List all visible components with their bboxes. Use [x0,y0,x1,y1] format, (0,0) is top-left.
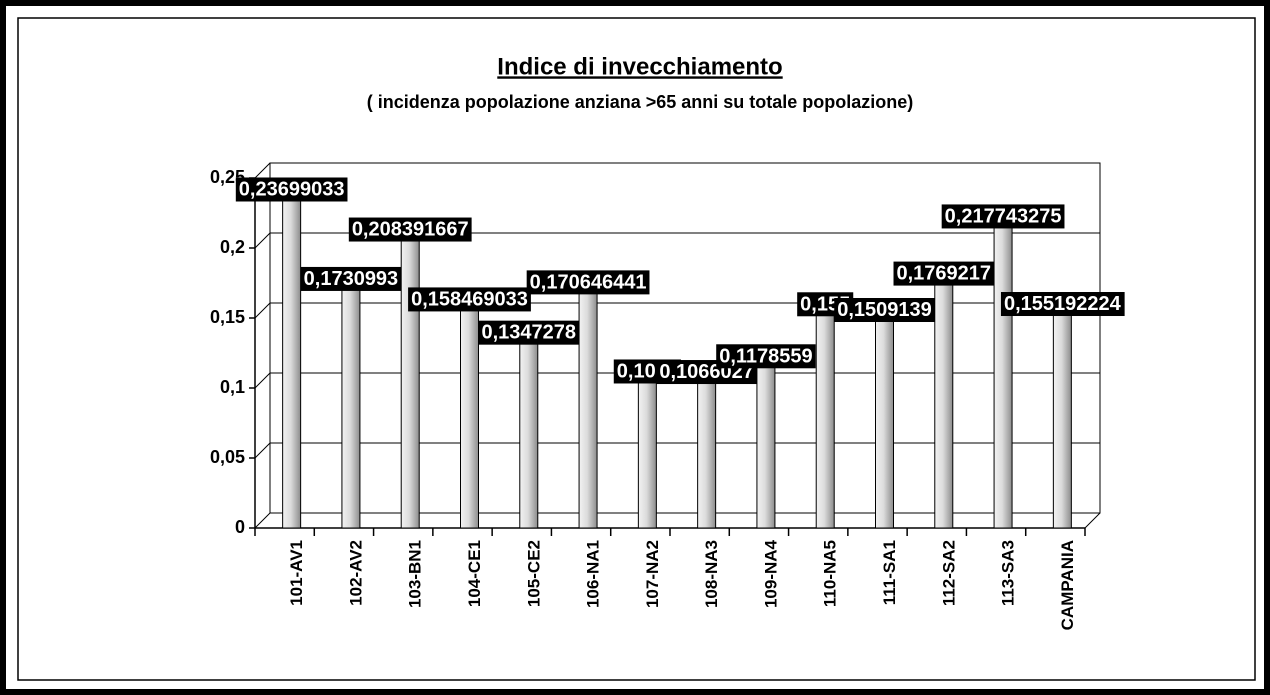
data-label: 0,1769217 [897,263,992,285]
x-tick-label: 105-CE2 [524,540,543,607]
bar [875,316,894,529]
grid-line [254,372,271,389]
x-tick-label: 107-NA2 [643,540,662,608]
y-tick-label: 0 [235,517,245,537]
data-label-box [1000,292,1125,317]
data-label: 0,217743275 [945,205,1062,227]
data-label: 0,208391667 [352,219,469,241]
x-tick-label: 104-CE1 [465,540,484,607]
x-tick-label: 112-SA2 [939,540,958,606]
bar [460,305,479,529]
data-label-box [834,298,935,323]
x-tick-label: 103-BN1 [406,540,425,608]
bar [815,310,835,529]
grid-line [254,162,271,179]
data-label: 0,23699033 [239,178,345,200]
data-label-box [478,320,580,345]
bar [697,378,717,529]
chart-title: Indice di invecchiamento [497,53,782,80]
data-label-box [716,344,816,369]
x-tick-label: 101-AV1 [287,540,306,606]
data-label-box [300,266,402,291]
bar [756,362,776,529]
y-tick-label: 0,05 [210,447,245,467]
x-tick-label: 111-SA1 [880,540,899,605]
bar [578,288,598,529]
grid-line [254,512,271,529]
y-tick-label: 0,15 [210,307,245,327]
data-label-box [348,217,472,242]
grid-line [254,232,271,249]
bar [341,285,361,529]
data-label-box [235,177,348,202]
x-tick-label: 108-NA3 [702,540,721,608]
data-label: 0,170646441 [530,271,647,293]
y-tick-label: 0,1 [220,377,245,397]
grid-line [254,302,271,319]
bar [993,222,1013,529]
bar [1052,310,1072,529]
data-label-box [408,287,531,312]
data-label: 0,1347278 [482,322,577,344]
data-label-box [941,204,1065,229]
bar [282,195,302,529]
data-label: 0,1178559 [719,345,812,367]
data-label-box [893,261,995,286]
y-tick-label: 0,2 [220,237,245,257]
x-tick-label: 106-NA1 [584,540,603,608]
chart-frame [17,17,1256,681]
bar [637,377,657,529]
data-label: 0,158469033 [411,288,528,310]
bar [519,338,539,529]
x-tick-label: 109-NA4 [761,539,780,608]
x-tick-label: CAMPANIA [1058,540,1077,630]
data-label: 0,1730993 [304,268,399,290]
x-tick-label: 113-SA3 [999,540,1018,606]
grid-line [254,442,271,459]
bar [400,235,420,529]
data-label-box [526,270,650,295]
data-label: 0,1509139 [837,299,932,321]
chart-subtitle: ( incidenza popolazione anziana >65 anni… [367,92,914,112]
bar [934,279,954,529]
x-tick-label: 110-NA5 [821,540,840,607]
data-label: 0,155192224 [1004,293,1122,315]
x-tick-label: 102-AV2 [346,540,365,606]
floor-edge [1084,512,1101,529]
